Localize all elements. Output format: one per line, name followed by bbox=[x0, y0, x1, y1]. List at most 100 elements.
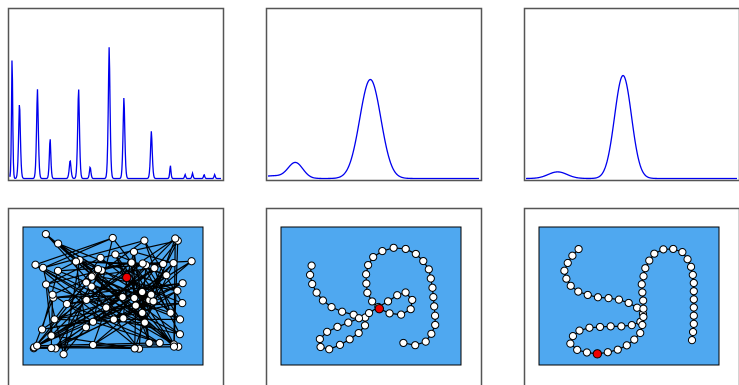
spectrum-curve bbox=[267, 78, 479, 180]
network-node bbox=[54, 239, 63, 248]
network-node bbox=[62, 299, 71, 309]
network-node bbox=[638, 320, 647, 330]
network-node bbox=[689, 311, 698, 320]
network-node bbox=[155, 338, 164, 347]
network-node bbox=[421, 337, 430, 346]
network-node bbox=[362, 270, 371, 279]
network-node bbox=[688, 327, 698, 337]
network-node bbox=[604, 294, 613, 303]
network-node bbox=[149, 297, 158, 306]
network-nodes bbox=[560, 244, 698, 359]
network-node bbox=[593, 293, 603, 302]
network-node bbox=[595, 322, 605, 332]
network-node bbox=[683, 255, 692, 264]
network-node bbox=[145, 338, 154, 348]
network-node bbox=[585, 323, 594, 332]
network-node bbox=[82, 295, 91, 305]
network-node bbox=[37, 325, 47, 334]
network-node bbox=[627, 321, 636, 330]
network-node bbox=[430, 302, 439, 311]
network-node bbox=[574, 244, 583, 254]
network-edge bbox=[35, 264, 140, 350]
network-node bbox=[639, 296, 648, 305]
network-node bbox=[173, 286, 182, 295]
network-node bbox=[131, 301, 140, 310]
network-node bbox=[82, 278, 91, 287]
network-edge bbox=[45, 262, 132, 286]
network-node bbox=[138, 287, 147, 297]
network-node bbox=[305, 270, 315, 280]
network-node bbox=[393, 291, 402, 300]
network-node bbox=[111, 250, 120, 259]
network-edge bbox=[112, 237, 171, 314]
network-node bbox=[689, 319, 698, 328]
network-node bbox=[669, 244, 678, 254]
network-node bbox=[138, 308, 147, 317]
network-edge bbox=[45, 284, 52, 336]
network-edge bbox=[57, 243, 154, 302]
network-node bbox=[338, 307, 347, 316]
network-node bbox=[354, 314, 364, 323]
network-nodes bbox=[305, 243, 440, 354]
network-node bbox=[689, 295, 698, 304]
network-node bbox=[50, 315, 59, 324]
network-node bbox=[401, 244, 410, 254]
network-edge bbox=[50, 299, 87, 337]
network-node bbox=[362, 279, 371, 288]
network-edge bbox=[35, 237, 113, 266]
network-node bbox=[315, 334, 324, 344]
network-edge bbox=[54, 291, 143, 320]
network-edge bbox=[33, 276, 93, 349]
network-node bbox=[560, 266, 569, 275]
network-node bbox=[363, 288, 372, 297]
network-node bbox=[368, 297, 377, 306]
network-node bbox=[688, 270, 697, 279]
network-node bbox=[130, 344, 139, 353]
network-nodes bbox=[29, 229, 196, 359]
network-node bbox=[354, 328, 363, 338]
network-node bbox=[582, 348, 591, 357]
network-edge bbox=[54, 257, 102, 320]
network-node bbox=[408, 295, 417, 305]
panel-2-network bbox=[265, 207, 483, 385]
network-node bbox=[613, 345, 622, 354]
network-node bbox=[140, 236, 149, 245]
network-edge bbox=[45, 283, 146, 324]
network-node bbox=[364, 308, 374, 318]
network-node bbox=[175, 315, 185, 324]
network-node bbox=[686, 262, 696, 271]
network-edge bbox=[42, 240, 145, 269]
panel-1-spectrum bbox=[7, 7, 225, 182]
network-node bbox=[689, 303, 698, 312]
network-node bbox=[568, 332, 578, 341]
network-node bbox=[430, 311, 440, 320]
network-node bbox=[419, 256, 428, 266]
network-node bbox=[316, 342, 325, 352]
network-node bbox=[622, 341, 631, 350]
network-node bbox=[429, 292, 438, 302]
network-node bbox=[428, 283, 437, 292]
network-node bbox=[333, 322, 342, 332]
network-node bbox=[42, 280, 51, 289]
network-edge bbox=[133, 297, 175, 348]
network-node bbox=[87, 272, 96, 281]
network-node bbox=[383, 297, 393, 306]
network-node bbox=[364, 260, 373, 270]
network-node bbox=[308, 279, 317, 289]
network-node bbox=[562, 274, 571, 283]
network-node bbox=[325, 345, 334, 354]
network-node bbox=[689, 278, 698, 288]
network-node bbox=[603, 348, 612, 357]
network-node bbox=[411, 249, 420, 259]
network-node bbox=[109, 315, 118, 324]
network-node bbox=[566, 281, 575, 290]
network-edge bbox=[41, 238, 176, 330]
network-node bbox=[606, 322, 615, 331]
network-node bbox=[169, 259, 178, 268]
network-node bbox=[318, 296, 328, 305]
network-node bbox=[53, 266, 63, 275]
network-node bbox=[88, 317, 98, 326]
network-node bbox=[138, 259, 147, 268]
network-edge bbox=[92, 307, 107, 346]
network-node bbox=[178, 279, 187, 288]
